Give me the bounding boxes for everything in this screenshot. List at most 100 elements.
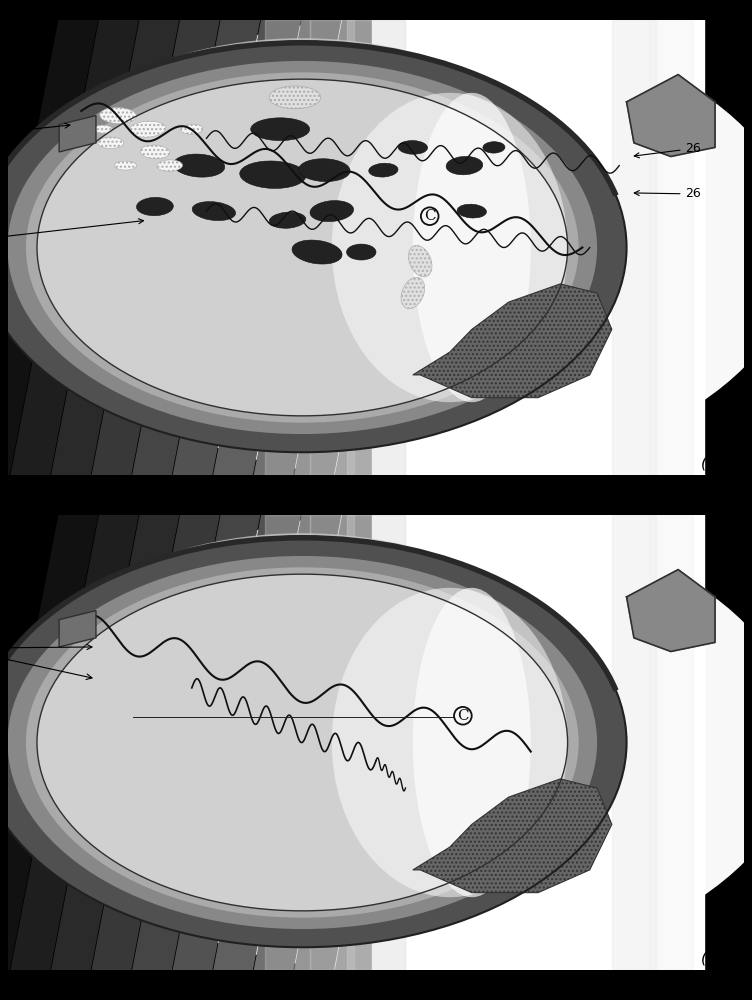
- Ellipse shape: [26, 15, 752, 480]
- Ellipse shape: [269, 212, 306, 228]
- Text: C: C: [457, 709, 468, 723]
- Ellipse shape: [94, 125, 113, 133]
- Text: 26: 26: [634, 142, 702, 158]
- Ellipse shape: [37, 574, 568, 911]
- Ellipse shape: [180, 124, 203, 134]
- Polygon shape: [133, 20, 259, 475]
- Ellipse shape: [100, 108, 136, 124]
- Ellipse shape: [405, 56, 523, 420]
- Ellipse shape: [26, 567, 579, 918]
- Ellipse shape: [0, 43, 626, 452]
- Polygon shape: [626, 570, 715, 652]
- Ellipse shape: [332, 93, 568, 402]
- Ellipse shape: [8, 61, 597, 434]
- Ellipse shape: [137, 197, 173, 216]
- Polygon shape: [214, 515, 341, 970]
- Bar: [612, 515, 656, 970]
- Polygon shape: [52, 20, 178, 475]
- Polygon shape: [335, 20, 462, 475]
- Bar: [310, 515, 354, 970]
- Ellipse shape: [269, 86, 321, 109]
- Bar: [265, 515, 310, 970]
- Text: 29: 29: [0, 219, 144, 246]
- Bar: [428, 20, 649, 475]
- Ellipse shape: [405, 551, 523, 915]
- Bar: [347, 20, 405, 475]
- Ellipse shape: [174, 154, 225, 177]
- Polygon shape: [11, 20, 138, 475]
- Ellipse shape: [26, 72, 579, 423]
- Ellipse shape: [37, 79, 568, 416]
- Ellipse shape: [240, 161, 306, 188]
- Polygon shape: [335, 515, 462, 970]
- Polygon shape: [295, 20, 422, 475]
- Ellipse shape: [310, 201, 353, 222]
- Bar: [465, 515, 612, 970]
- Polygon shape: [52, 515, 178, 970]
- Ellipse shape: [324, 56, 545, 420]
- Polygon shape: [11, 515, 138, 970]
- Bar: [372, 20, 704, 475]
- Polygon shape: [214, 20, 341, 475]
- Bar: [494, 515, 582, 970]
- Bar: [612, 20, 656, 475]
- Ellipse shape: [324, 551, 545, 915]
- Polygon shape: [0, 515, 98, 970]
- Text: 25: 25: [0, 123, 70, 141]
- Ellipse shape: [398, 141, 428, 154]
- Bar: [494, 20, 582, 475]
- Ellipse shape: [332, 588, 568, 897]
- Polygon shape: [626, 75, 715, 156]
- Polygon shape: [92, 20, 219, 475]
- Polygon shape: [376, 20, 503, 475]
- Polygon shape: [59, 116, 96, 152]
- Ellipse shape: [0, 38, 605, 439]
- Ellipse shape: [129, 121, 166, 137]
- Polygon shape: [174, 20, 300, 475]
- Polygon shape: [92, 515, 219, 970]
- Bar: [465, 20, 612, 475]
- Ellipse shape: [299, 159, 350, 182]
- Text: (a): (a): [701, 455, 723, 470]
- Ellipse shape: [483, 142, 505, 153]
- Ellipse shape: [413, 588, 531, 897]
- Ellipse shape: [401, 277, 425, 309]
- Polygon shape: [133, 515, 259, 970]
- Polygon shape: [376, 515, 503, 970]
- Polygon shape: [417, 515, 543, 970]
- Ellipse shape: [368, 163, 398, 177]
- Bar: [265, 20, 310, 475]
- Ellipse shape: [156, 160, 183, 171]
- Ellipse shape: [250, 118, 310, 141]
- Ellipse shape: [193, 202, 235, 221]
- Ellipse shape: [408, 245, 432, 277]
- Ellipse shape: [8, 556, 597, 929]
- Polygon shape: [254, 515, 381, 970]
- Ellipse shape: [98, 137, 123, 149]
- Polygon shape: [295, 515, 422, 970]
- Ellipse shape: [0, 538, 626, 947]
- Bar: [649, 20, 693, 475]
- Text: 26: 26: [634, 187, 702, 200]
- Bar: [310, 20, 354, 475]
- Polygon shape: [413, 284, 612, 398]
- Bar: [372, 515, 704, 970]
- Ellipse shape: [347, 244, 376, 260]
- Polygon shape: [0, 20, 98, 475]
- Ellipse shape: [457, 204, 487, 218]
- Ellipse shape: [141, 145, 169, 159]
- Text: 29: 29: [0, 642, 92, 654]
- Ellipse shape: [26, 510, 752, 975]
- Polygon shape: [254, 20, 381, 475]
- Text: C: C: [424, 209, 435, 223]
- Polygon shape: [174, 515, 300, 970]
- Bar: [428, 515, 649, 970]
- Text: (b): (b): [701, 950, 723, 965]
- Ellipse shape: [446, 156, 483, 175]
- Ellipse shape: [114, 161, 137, 170]
- Polygon shape: [413, 779, 612, 893]
- Ellipse shape: [292, 240, 342, 264]
- Ellipse shape: [0, 533, 605, 934]
- Polygon shape: [417, 20, 543, 475]
- Ellipse shape: [413, 93, 531, 402]
